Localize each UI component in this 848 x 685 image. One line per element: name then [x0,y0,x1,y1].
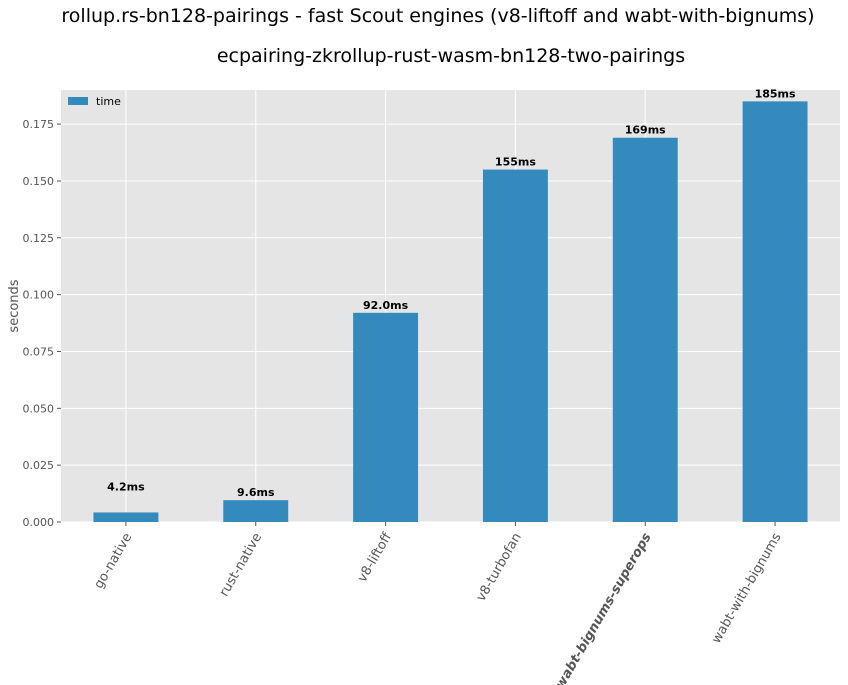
bar-rust-native [223,500,289,522]
x-tick-label-wabt-bignums-superops: wabt-bignums-superops [553,530,655,685]
y-tick-label: 0.125 [23,232,55,245]
bar-wabt-with-bignums [742,101,808,523]
bar-v8-liftoff [353,312,419,522]
x-axis-ticks: go-native rust-native v8-liftoff v8-turbofa… [92,522,785,685]
y-axis-ticks: 0.000 0.025 0.050 0.075 0.100 0.125 0.150 0.175 [23,118,61,529]
y-axis-label: seconds [7,279,22,332]
plot-area [61,90,840,522]
bar-value-label: 92.0ms [363,299,409,312]
x-tick-label-rust-native: rust-native [217,531,265,600]
bar-value-label: 4.2ms [107,480,145,493]
legend: time [68,95,121,108]
bar-wabt-bignums-superops [612,137,678,522]
chart-suptitle: rollup.rs-bn128-pairings - fast Scout en… [61,5,814,27]
y-tick-label: 0.025 [23,459,55,472]
bar-go-native [93,512,159,522]
chart-title: ecpairing-zkrollup-rust-wasm-bn128-two-p… [217,45,685,67]
bar-value-label: 155ms [495,156,536,169]
x-tick-label-v8-turbofan: v8-turbofan [474,531,525,605]
y-tick-label: 0.075 [23,345,55,358]
bar-value-label: 9.6ms [237,486,275,499]
y-tick-label: 0.150 [23,175,55,188]
y-tick-label: 0.100 [23,289,55,302]
x-tick-label-v8-liftoff: v8-liftoff [355,530,396,585]
y-gridlines [61,123,840,523]
bar-value-label: 185ms [755,87,796,100]
y-tick-label: 0.000 [23,516,55,529]
x-tick-label-wabt-with-bignums: wabt-with-bignums [709,530,785,646]
x-tick-label-go-native: go-native [92,531,136,592]
legend-entry-time: time [96,95,121,108]
y-tick-label: 0.050 [23,402,55,415]
bars [93,101,808,523]
bar-v8-turbofan [482,169,548,522]
bar-value-labels: 4.2ms 9.6ms 92.0ms 155ms 169ms 185ms [107,87,796,499]
y-tick-label: 0.175 [23,118,55,131]
bar-value-label: 169ms [625,124,666,137]
legend-swatch [68,97,88,105]
